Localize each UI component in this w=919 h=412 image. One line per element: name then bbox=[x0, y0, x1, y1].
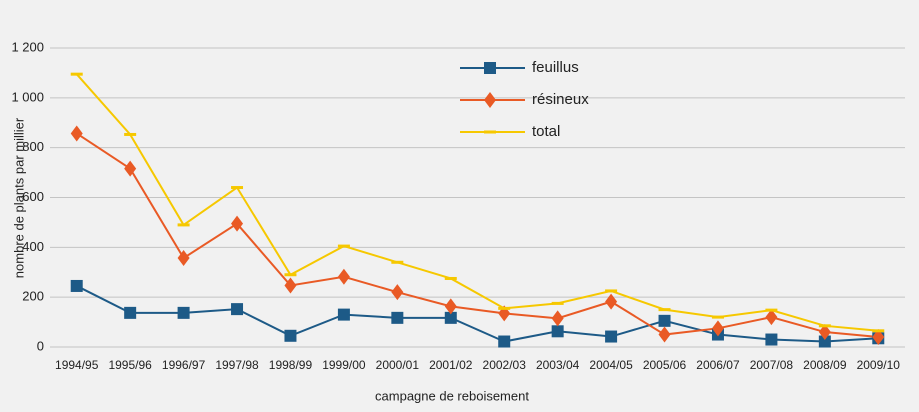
x-tick-label: 2000/01 bbox=[376, 358, 420, 372]
marker bbox=[284, 273, 297, 277]
marker bbox=[337, 244, 350, 248]
marker bbox=[658, 326, 671, 343]
y-tick-label: 200 bbox=[22, 289, 44, 304]
y-axis-title: nombre de plants par millier bbox=[11, 117, 26, 278]
x-tick-label: 1999/00 bbox=[322, 358, 366, 372]
y-tick-label: 400 bbox=[22, 239, 44, 254]
marker bbox=[231, 303, 244, 316]
x-tick-label: 2005/06 bbox=[643, 358, 687, 372]
series-line bbox=[76, 285, 879, 343]
x-tick-label: 2003/04 bbox=[536, 358, 580, 372]
marker bbox=[70, 279, 83, 292]
marker bbox=[872, 329, 885, 346]
marker bbox=[551, 310, 564, 327]
marker bbox=[444, 276, 457, 280]
series-line bbox=[75, 73, 879, 332]
marker bbox=[658, 314, 671, 327]
y-tick-label: 600 bbox=[22, 189, 44, 204]
marker bbox=[711, 315, 724, 319]
marker bbox=[70, 72, 83, 76]
legend-label: feuillus bbox=[532, 59, 579, 76]
marker bbox=[177, 250, 190, 267]
marker bbox=[818, 324, 831, 341]
series-line bbox=[76, 132, 879, 339]
marker bbox=[231, 186, 244, 190]
x-tick-label: 2009/10 bbox=[857, 358, 901, 372]
x-axis-title: campagne de reboisement bbox=[375, 388, 529, 403]
x-tick-label: 2002/03 bbox=[483, 358, 527, 372]
marker bbox=[818, 324, 831, 328]
x-tick-label: 1994/95 bbox=[55, 358, 99, 372]
y-tick-label: 1 200 bbox=[11, 39, 44, 54]
marker bbox=[124, 306, 137, 319]
legend-label: résineux bbox=[532, 91, 589, 108]
marker bbox=[444, 311, 457, 324]
marker bbox=[765, 308, 778, 312]
marker bbox=[337, 308, 350, 321]
y-tick-label: 0 bbox=[37, 338, 44, 353]
marker bbox=[391, 284, 404, 301]
marker bbox=[605, 289, 618, 293]
marker bbox=[765, 333, 778, 346]
marker bbox=[818, 335, 831, 348]
legend-marker bbox=[484, 62, 496, 74]
marker bbox=[605, 330, 618, 343]
marker bbox=[284, 277, 297, 294]
marker bbox=[605, 293, 618, 310]
x-tick-label: 2006/07 bbox=[696, 358, 740, 372]
marker bbox=[124, 160, 137, 177]
marker bbox=[551, 325, 564, 338]
marker bbox=[337, 268, 350, 285]
x-tick-label: 1996/97 bbox=[162, 358, 206, 372]
x-tick-label: 1998/99 bbox=[269, 358, 313, 372]
marker bbox=[231, 215, 244, 232]
marker bbox=[711, 320, 724, 337]
marker bbox=[284, 329, 297, 342]
legend-label: total bbox=[532, 123, 560, 140]
marker bbox=[177, 306, 190, 319]
marker bbox=[391, 311, 404, 324]
marker bbox=[765, 309, 778, 326]
marker bbox=[124, 132, 137, 136]
legend-marker bbox=[484, 130, 496, 134]
y-tick-label: 800 bbox=[22, 139, 44, 154]
x-tick-label: 1997/98 bbox=[215, 358, 259, 372]
marker bbox=[551, 301, 564, 305]
x-tick-label: 2008/09 bbox=[803, 358, 847, 372]
marker bbox=[391, 260, 404, 264]
y-tick-label: 1 000 bbox=[11, 89, 44, 104]
marker bbox=[658, 308, 671, 312]
marker bbox=[498, 335, 511, 348]
x-tick-label: 1995/96 bbox=[108, 358, 152, 372]
x-tick-label: 2007/08 bbox=[750, 358, 794, 372]
legend-marker bbox=[484, 92, 496, 108]
marker bbox=[498, 306, 511, 310]
x-tick-label: 2001/02 bbox=[429, 358, 473, 372]
marker bbox=[70, 125, 83, 142]
marker bbox=[872, 329, 885, 333]
marker bbox=[177, 223, 190, 227]
x-tick-label: 2004/05 bbox=[589, 358, 633, 372]
marker bbox=[444, 298, 457, 315]
